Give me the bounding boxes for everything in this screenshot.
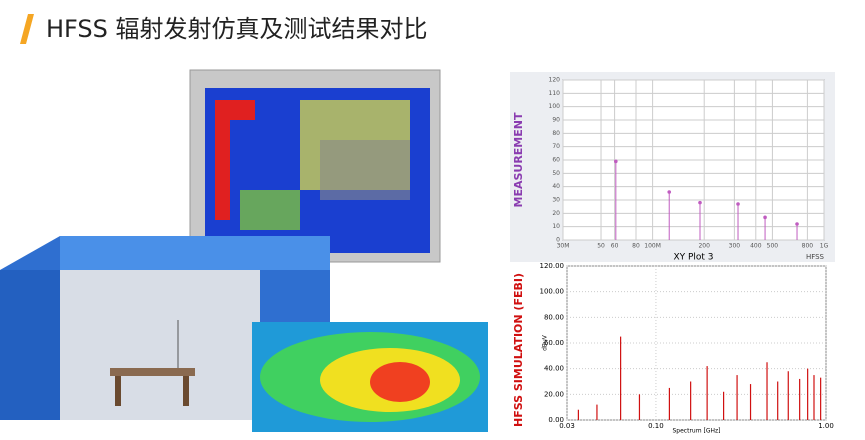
spike-marker [736, 202, 740, 206]
side-label: HFSS SIMULATION (FEBI) [512, 273, 525, 427]
x-tick-label: 800 [802, 243, 814, 250]
spike-marker [795, 222, 799, 226]
y-tick-label: 120 [549, 77, 561, 84]
x-tick-label: 50 [597, 243, 605, 250]
spike-marker [763, 215, 767, 220]
x-tick-label: 80 [632, 243, 640, 250]
spike-marker [667, 190, 672, 194]
y-tick-label: 50 [552, 170, 560, 177]
title-accent [20, 14, 34, 44]
x-tick-label: 1G [820, 243, 829, 250]
x-tick-label: 30M [557, 243, 570, 250]
y-tick-label: 120.00 [540, 262, 565, 270]
x-tick-label: 0.03 [559, 422, 575, 430]
y-tick-label: 80.00 [544, 313, 564, 321]
chart-watermark: HFSS [806, 253, 825, 261]
y-tick-label: 40.00 [544, 365, 564, 373]
spike-marker [698, 200, 702, 205]
x-tick-label: 500 [767, 243, 779, 250]
y-tick-label: 20.00 [544, 390, 564, 398]
slide-title: HFSS 辐射发射仿真及测试结果对比 [46, 15, 428, 43]
pcb-image [189, 69, 441, 263]
chart-title: XY Plot 3 [673, 253, 713, 263]
y-tick-label: 40 [552, 183, 560, 190]
x-tick-label: 0.10 [648, 422, 664, 430]
x-tick-label: 300 [729, 243, 741, 250]
x-tick-label: 1.00 [818, 422, 834, 430]
y-tick-label: 100 [549, 103, 561, 110]
side-label: MEASUREMENT [512, 112, 525, 207]
y-tick-label: 100.00 [540, 288, 565, 296]
x-tick-label: 200 [698, 243, 710, 250]
x-tick-label: 60 [611, 243, 619, 250]
y-tick-label: 60.00 [544, 339, 564, 347]
y-tick-label: 20 [552, 210, 560, 217]
y-tick-label: 60 [552, 157, 560, 164]
spike-marker [614, 159, 618, 164]
y-tick-label: 90 [552, 117, 560, 124]
y-tick-label: 70 [552, 143, 560, 150]
y-tick-label: 0 [556, 237, 560, 244]
x-tick-label: 400 [750, 243, 762, 250]
x-axis-label: Spectrum [GHz] [673, 428, 721, 435]
y-tick-label: 0.00 [548, 416, 564, 424]
y-tick-label: 10 [552, 223, 560, 230]
y-tick-label: 80 [552, 130, 560, 137]
field-image [252, 322, 488, 432]
x-tick-label: 100M [644, 243, 661, 250]
y-axis-label: dBuV [542, 334, 549, 351]
chamber-image [0, 236, 330, 420]
y-tick-label: 110 [549, 90, 561, 97]
y-tick-label: 30 [552, 197, 560, 204]
